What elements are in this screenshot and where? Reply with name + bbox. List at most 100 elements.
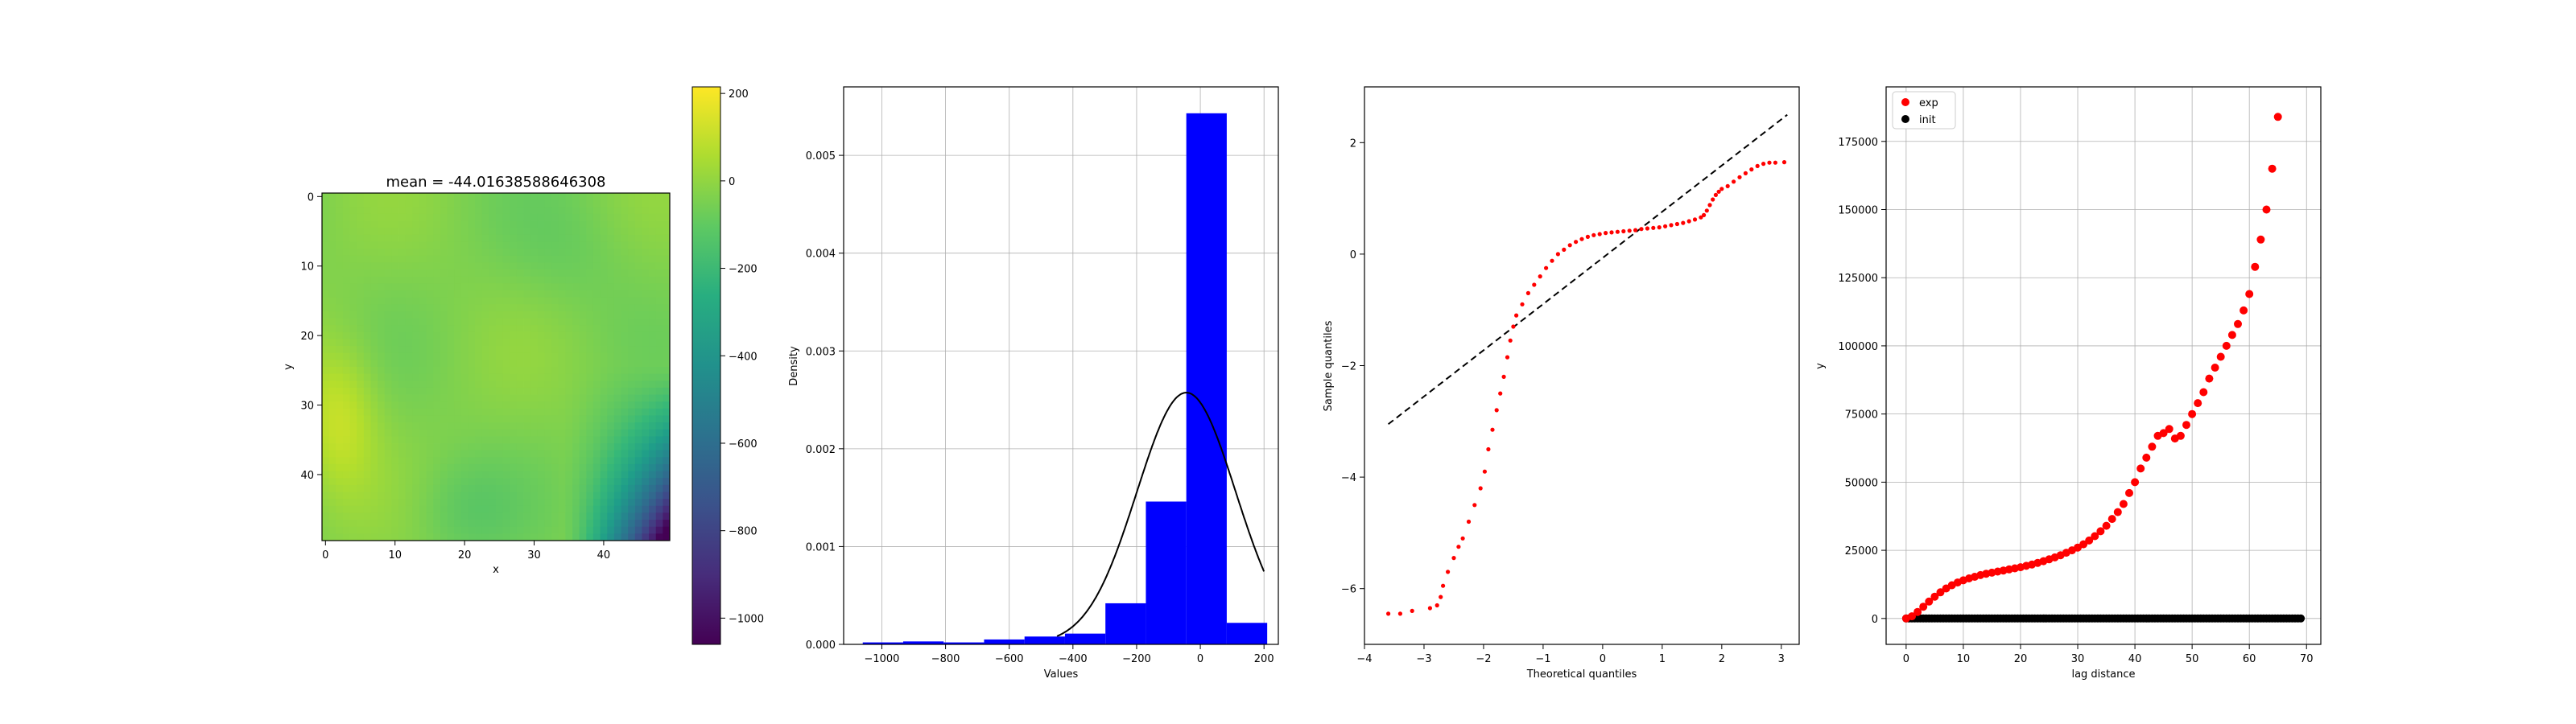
heatmap-cell: [489, 492, 497, 500]
heatmap-cell: [322, 325, 330, 333]
heatmap-cell: [634, 234, 642, 242]
heatmap-cell: [592, 520, 601, 528]
heatmap-cell: [398, 311, 407, 319]
heatmap-cell: [634, 381, 642, 389]
heatmap-cell: [426, 325, 434, 333]
heatmap-cell: [384, 207, 392, 215]
heatmap-cell: [460, 387, 469, 395]
heatmap-cell: [565, 207, 573, 215]
colorbar-tick-label: −1000: [729, 613, 764, 625]
heatmap-cell: [370, 290, 378, 298]
heatmap-cell: [468, 193, 476, 201]
heatmap-cell: [405, 290, 413, 298]
heatmap-cell: [663, 394, 671, 402]
heatmap-cell: [475, 457, 483, 465]
heatmap-cell: [398, 346, 407, 354]
heatmap-cell: [322, 415, 330, 423]
heatmap-cell: [600, 505, 608, 513]
heatmap-cell: [558, 457, 566, 465]
heatmap-cell: [363, 463, 371, 471]
heatmap-cell: [565, 304, 573, 312]
heatmap-cell: [440, 360, 448, 368]
heatmap-cell: [475, 422, 483, 430]
heatmap-cell: [419, 241, 427, 249]
heatmap-cell: [510, 200, 518, 208]
heatmap-cell: [510, 471, 518, 479]
heatmap-cell: [454, 512, 462, 520]
heatmap-cell: [357, 394, 365, 402]
heatmap-cell: [551, 262, 559, 270]
heatmap-cell: [454, 207, 462, 215]
heatmap-cell: [642, 311, 650, 319]
heatmap-cell: [502, 401, 510, 409]
heatmap-cell: [544, 200, 552, 208]
heatmap-cell: [502, 339, 510, 347]
heatmap-cell: [530, 526, 539, 534]
heatmap-cell: [475, 220, 483, 228]
heatmap-cell: [663, 484, 671, 492]
heatmap-cell: [510, 311, 518, 319]
heatmap-cell: [530, 262, 539, 270]
heatmap-cell: [621, 234, 629, 242]
heatmap-cell: [391, 429, 399, 437]
heatmap-cell: [398, 352, 407, 360]
heatmap-cell: [628, 234, 636, 242]
heatmap-cell: [378, 484, 386, 492]
heatmap-cell: [405, 352, 413, 360]
heatmap-cell: [468, 325, 476, 333]
heatmap-cell: [572, 352, 580, 360]
heatmap-cell: [405, 213, 413, 221]
heatmap-cell: [634, 450, 642, 458]
heatmap-cell: [328, 492, 336, 500]
heatmap-cell: [655, 394, 663, 402]
heatmap-cell: [412, 381, 420, 389]
heatmap-cell: [634, 367, 642, 375]
heatmap-cell: [565, 360, 573, 368]
exp-point: [2085, 536, 2094, 545]
heatmap-cell: [419, 478, 427, 486]
qq-point: [1441, 583, 1446, 588]
heatmap-cell: [530, 325, 539, 333]
heatmap-cell: [454, 429, 462, 437]
heatmap-cell: [391, 311, 399, 319]
heatmap-cell: [565, 352, 573, 360]
heatmap-cell: [419, 387, 427, 395]
heatmap-cell: [475, 200, 483, 208]
heatmap-cell: [510, 484, 518, 492]
heatmap-cell: [391, 213, 399, 221]
heatmap-cell: [328, 373, 336, 381]
heatmap-cell: [628, 207, 636, 215]
heatmap-cell: [468, 520, 476, 528]
heatmap-cell: [634, 262, 642, 270]
heatmap-cell: [363, 331, 371, 339]
heatmap-cell: [384, 484, 392, 492]
heatmap-cell: [342, 339, 350, 347]
heatmap-cell: [460, 408, 469, 416]
heatmap-cell: [565, 526, 573, 534]
heatmap-cell: [544, 505, 552, 513]
heatmap-cell: [489, 505, 497, 513]
heatmap-cell: [558, 422, 566, 430]
heatmap-cell: [342, 505, 350, 513]
heatmap-cell: [454, 193, 462, 201]
heatmap-cell: [370, 207, 378, 215]
y-tick-label: 25000: [1845, 545, 1878, 557]
heatmap-cell: [537, 492, 545, 500]
heatmap-cell: [655, 255, 663, 263]
heatmap-cell: [586, 255, 594, 263]
heatmap-cell: [391, 463, 399, 471]
heatmap-cell: [510, 463, 518, 471]
heatmap-cell: [655, 499, 663, 507]
heatmap-cell: [621, 255, 629, 263]
heatmap-cell: [370, 346, 378, 354]
heatmap-cell: [378, 325, 386, 333]
heatmap-cell: [537, 512, 545, 520]
heatmap-cell: [481, 283, 489, 291]
heatmap-cell: [572, 249, 580, 257]
exp-point: [2227, 331, 2236, 339]
heatmap-cell: [384, 526, 392, 534]
heatmap-cell: [530, 415, 539, 423]
heatmap-cell: [475, 255, 483, 263]
heatmap-cell: [342, 526, 350, 534]
heatmap-cell: [600, 526, 608, 534]
